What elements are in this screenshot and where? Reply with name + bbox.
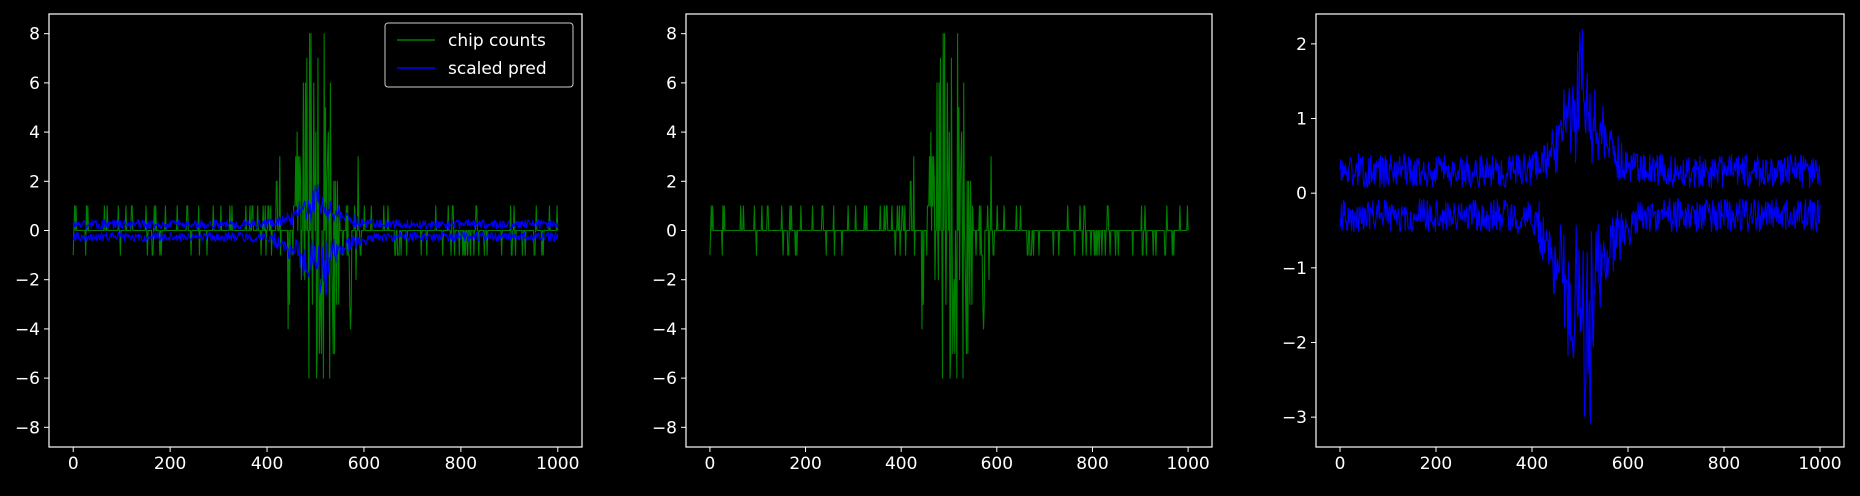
series-line-counts-0 [709,33,1189,379]
y-tick-label: 4 [666,123,677,143]
x-tick-label: 600 [1612,454,1644,474]
x-tick-label: 600 [981,454,1013,474]
y-tick-label: 1 [1296,110,1307,130]
series-line-scaled-pred-0 [72,184,559,230]
legend-label: scaled pred [448,59,547,79]
y-tick-label: −4 [15,320,40,340]
chart-panel-2: 0 200 400 600 800 1000 −8 −6 −4 −2 0 2 4 6 8 [652,13,1213,474]
y-tick-label: 8 [29,25,40,45]
y-tick-label: −8 [652,418,677,438]
series-line-chip-counts-0 [72,33,559,379]
legend: chip counts scaled pred [384,22,574,88]
legend-label: chip counts [448,31,546,51]
x-tick-label: 400 [885,454,917,474]
y-tick-label: 0 [666,222,677,242]
y-tick-label: 6 [29,74,40,94]
x-tick-label: 800 [1076,454,1108,474]
y-tick-label: −4 [652,320,677,340]
x-tick-label: 1000 [536,454,579,474]
x-tick-label: 200 [154,454,186,474]
series-line-scaled-pred-1 [72,231,559,296]
y-tick-label: 6 [666,74,677,94]
x-tick-label: 600 [348,454,380,474]
y-tick-label: −2 [15,271,40,291]
y-tick-label: 0 [29,222,40,242]
y-tick-label: 2 [1296,35,1307,55]
y-tick-label: −8 [15,418,40,438]
plot-area [1339,29,1821,424]
x-tick-label: 200 [789,454,821,474]
y-tick-label: 8 [666,25,677,45]
x-tick-label: 1000 [1166,454,1209,474]
y-tick-label: 0 [1296,184,1307,204]
chart-panel-3: 0 200 400 600 800 1000 −3 −2 −1 0 1 2 [1282,13,1845,474]
y-tick-label: −6 [15,369,40,389]
chart-panel-1: 0 200 400 600 800 1000 −8 −6 −4 −2 0 2 4 6 8 chip count… [15,13,583,474]
x-tick-label: 0 [68,454,79,474]
plot-area [709,33,1189,379]
x-tick-label: 0 [704,454,715,474]
legend-frame [384,22,574,88]
y-tick-label: 4 [29,123,40,143]
x-tick-label: 1000 [1798,454,1841,474]
x-tick-label: 800 [445,454,477,474]
y-tick-label: −1 [1282,259,1307,279]
y-tick-label: −2 [1282,333,1307,353]
y-tick-label: 2 [666,172,677,192]
y-tick-label: −2 [652,271,677,291]
x-tick-label: 0 [1335,454,1346,474]
x-tick-label: 400 [1516,454,1548,474]
x-tick-label: 400 [251,454,283,474]
y-tick-label: −6 [652,369,677,389]
y-tick-label: −3 [1282,408,1307,428]
series-line-pred-1 [1339,197,1821,424]
x-tick-label: 200 [1420,454,1452,474]
axes-frame [1315,13,1845,448]
plot-area [72,33,559,379]
y-tick-label: 2 [29,172,40,192]
x-tick-label: 800 [1708,454,1740,474]
series-line-pred-0 [1339,29,1821,189]
